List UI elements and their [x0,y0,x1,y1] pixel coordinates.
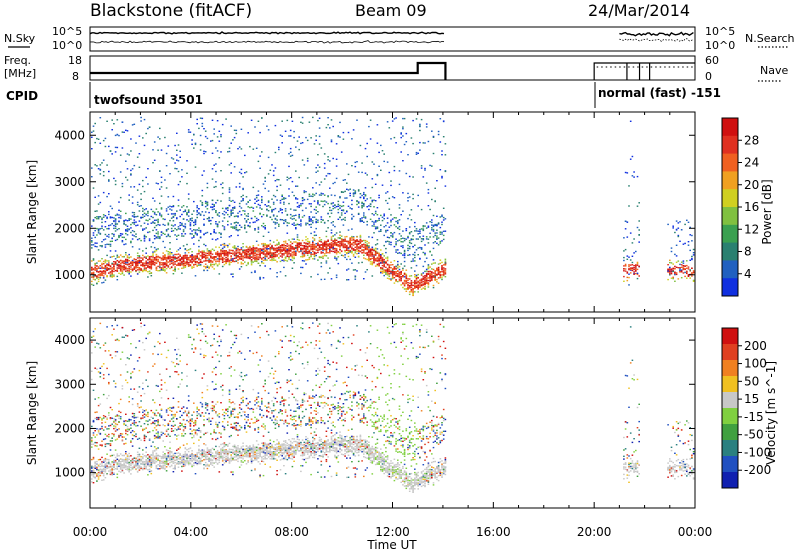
freq-trace-late [593,62,695,80]
velocity-colorbar: Velocity [m s^-1] 200 100 50 15 -15 -50 -100 -2… [721,327,778,489]
time-tick-label: 08:00 [274,525,309,539]
noise-strip: N.Sky 10^5 10^0 10^5 10^0 N.Search [4,25,795,52]
velocity-scatter [91,322,695,493]
power-colorbar-tick: 20 [744,178,759,192]
velocity-colorbar-tick: -50 [744,428,764,442]
cpid-left-program: twofsound 3501 [94,93,203,107]
nave-tick-bottom: 0 [705,70,712,83]
velocity-colorbar-tick: 100 [744,357,767,371]
power-colorbar-tick: 24 [744,156,759,170]
nave-tick-top: 60 [705,54,719,67]
velocity-axes: 1000 2000 3000 4000 [54,318,696,508]
velocity-colorbar-swatch [722,472,738,489]
velocity-colorbar-swatch [722,360,738,377]
time-tick-label: 00:00 [678,525,713,539]
velocity-colorbar-tick: -200 [744,463,771,477]
freq-traces [90,61,695,80]
power-colorbar-tick: 16 [744,200,759,214]
power-colorbar-swatch [722,260,738,279]
power-colorbar-tick: 4 [744,267,752,281]
velocity-colorbar-tick: 50 [744,374,759,388]
velocity-colorbar-swatch [722,456,738,473]
power-ylabel: Slant Range [km] [25,160,39,264]
velocity-panel: 1000 2000 3000 4000 Slant Range [km] Time U… [25,317,696,552]
freq-unit-label: [MHz] [4,67,36,80]
time-tick-label: 04:00 [174,525,209,539]
cpid-strip: CPID twofsound 3501 normal (fast) -151 [6,82,721,108]
power-axes: 1000 2000 3000 4000 [54,112,696,312]
freq-tick-top: 18 [68,54,82,67]
power-colorbar-swatch [722,153,738,172]
time-axis-label: Time UT [366,538,417,552]
time-tick-label: 16:00 [476,525,511,539]
velocity-colorbar-tick: 200 [744,339,767,353]
nsearch-label: N.Search [745,32,795,45]
power-colorbar-label: Power [dB] [760,179,774,244]
velocity-colorbar-swatch [722,424,738,441]
time-tick-label: 12:00 [375,525,410,539]
power-ytick-label: 3000 [54,175,85,189]
freq-tick-bottom: 8 [72,70,79,83]
log-bottom-left: 10^0 [52,39,82,52]
power-colorbar-swatch [722,242,738,261]
velocity-ytick-label: 1000 [54,466,85,480]
power-colorbar-swatch [722,171,738,190]
cpid-label: CPID [6,89,38,103]
velocity-colorbar-swatch [722,376,738,393]
velocity-colorbar-tick: -15 [744,410,764,424]
time-tick-label: 00:00 [73,525,108,539]
power-panel: 1000 2000 3000 4000 Slant Range [km] [25,111,696,313]
time-tick-labels: 00:00 04:00 08:00 12:00 16:00 20:00 00:00 [73,525,713,539]
velocity-ytick-label: 4000 [54,333,85,347]
power-ytick-label: 2000 [54,221,85,235]
power-colorbar-swatch [722,118,738,137]
velocity-colorbar-swatch [722,328,738,345]
log-bottom-right: 10^0 [705,39,735,52]
power-colorbar-swatch [722,135,738,155]
cpid-right-program: normal (fast) -151 [598,86,721,100]
power-ytick-label: 4000 [54,128,85,142]
velocity-colorbar-swatch [722,344,738,361]
velocity-colorbar-swatch [722,392,738,409]
nave-label: Nave [760,64,788,77]
power-colorbar-swatch [722,207,738,226]
power-colorbar-tick: 28 [744,133,759,147]
velocity-ylabel: Slant Range [km] [25,361,39,465]
time-tick-label: 20:00 [577,525,612,539]
power-colorbar: Power [dB] 4 8 12 16 20 24 28 [721,117,774,297]
power-scatter [91,116,695,297]
power-colorbar-swatch [722,224,738,244]
power-ytick-label: 1000 [54,268,85,282]
nsearch-trace [89,40,445,44]
noise-traces [89,31,694,44]
freq-strip: Freq. [MHz] 18 8 60 0 Nave [4,54,788,83]
velocity-ytick-label: 2000 [54,421,85,435]
velocity-colorbar-swatch [722,408,738,425]
velocity-ytick-label: 3000 [54,377,85,391]
velocity-colorbar-swatch [722,440,738,457]
date-label: 24/Mar/2014 [588,1,690,20]
freq-label: Freq. [4,54,31,67]
beam-label: Beam 09 [355,1,427,20]
velocity-colorbar-tick: -100 [744,445,771,459]
power-colorbar-tick: 8 [744,245,752,259]
velocity-colorbar-tick: 15 [744,392,759,406]
nsky-trace [89,31,445,35]
freq-trace [90,61,447,80]
velocity-colorbar-label: Velocity [m s^-1] [764,361,778,465]
nsky-label: N.Sky [4,32,36,45]
power-colorbar-swatch [722,278,738,297]
power-colorbar-tick: 12 [744,222,759,236]
log-top-left: 10^5 [52,25,82,38]
nsearch-trace-late [619,38,694,42]
nsky-trace-late [619,31,694,37]
power-colorbar-swatch [722,189,738,208]
station-title: Blackstone (fitACF) [90,1,252,21]
log-top-right: 10^5 [705,25,735,38]
